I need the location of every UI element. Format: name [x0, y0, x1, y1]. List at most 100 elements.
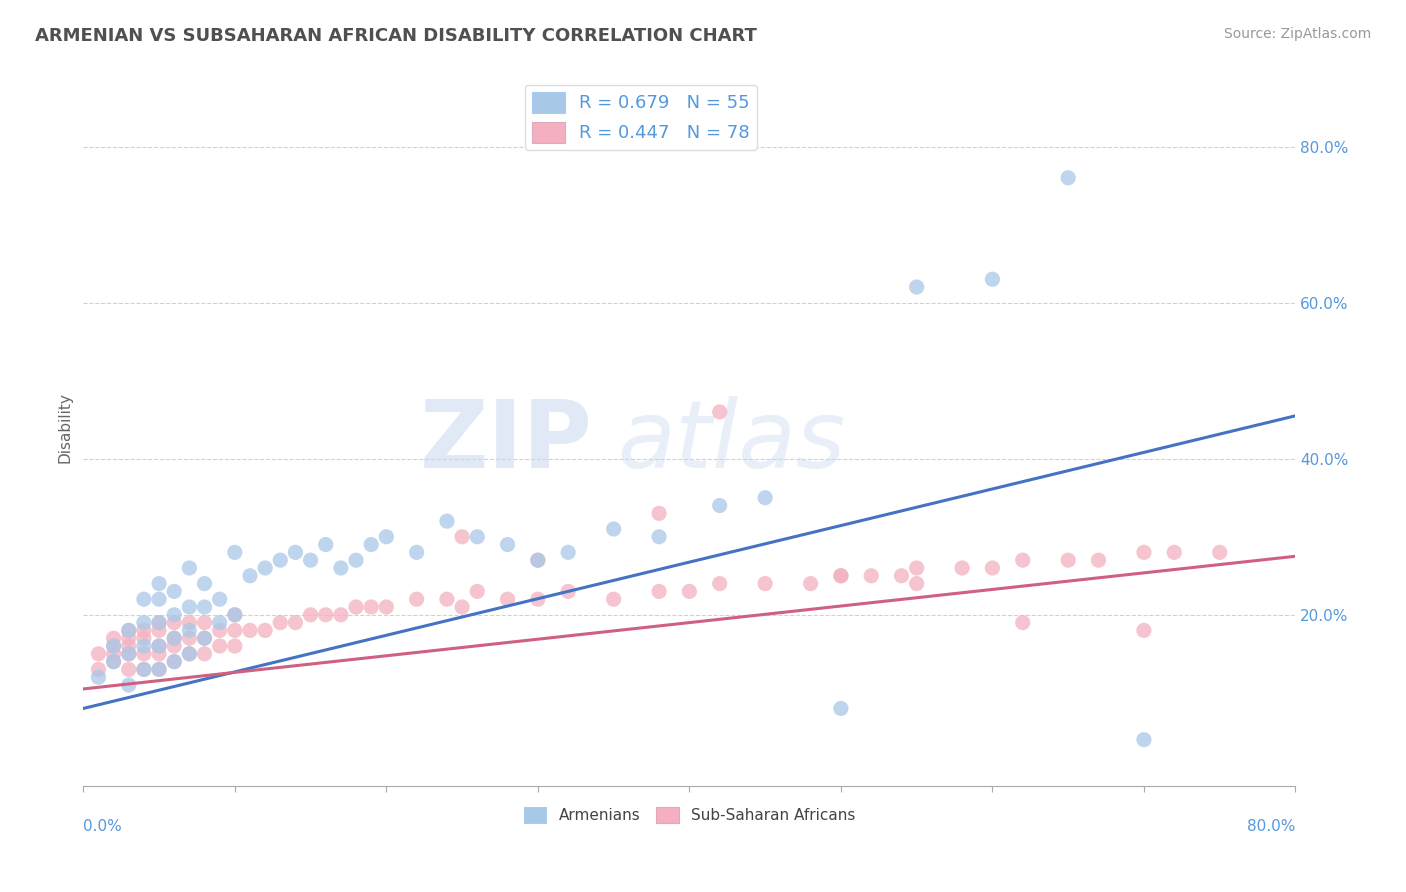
Point — [148, 639, 170, 653]
Text: atlas: atlas — [617, 396, 845, 487]
Legend: Armenians, Sub-Saharan Africans: Armenians, Sub-Saharan Africans — [517, 801, 862, 829]
Point — [208, 615, 231, 630]
Point — [103, 631, 125, 645]
Point — [103, 639, 125, 653]
Point — [132, 631, 155, 645]
Text: ARMENIAN VS SUBSAHARAN AFRICAN DISABILITY CORRELATION CHART: ARMENIAN VS SUBSAHARAN AFRICAN DISABILIT… — [35, 27, 756, 45]
Point — [329, 561, 352, 575]
Point — [496, 592, 519, 607]
Point — [179, 631, 201, 645]
Point — [754, 491, 776, 505]
Y-axis label: Disability: Disability — [58, 392, 72, 463]
Point — [193, 599, 215, 614]
Point — [193, 647, 215, 661]
Point — [118, 631, 141, 645]
Point — [239, 568, 262, 582]
Point — [360, 599, 382, 614]
Point — [465, 584, 488, 599]
Point — [905, 576, 928, 591]
Point — [148, 662, 170, 676]
Point — [329, 607, 352, 622]
Point — [315, 607, 337, 622]
Point — [179, 615, 201, 630]
Point — [103, 655, 125, 669]
Point — [269, 553, 291, 567]
Point — [132, 647, 155, 661]
Point — [118, 662, 141, 676]
Point — [193, 615, 215, 630]
Point — [830, 568, 852, 582]
Point — [905, 561, 928, 575]
Point — [148, 639, 170, 653]
Point — [754, 576, 776, 591]
Point — [132, 615, 155, 630]
Point — [163, 639, 186, 653]
Point — [87, 662, 110, 676]
Point — [602, 522, 624, 536]
Point — [1133, 545, 1156, 559]
Point — [344, 599, 367, 614]
Point — [451, 599, 474, 614]
Point — [299, 553, 322, 567]
Point — [132, 639, 155, 653]
Point — [239, 624, 262, 638]
Point — [148, 615, 170, 630]
Point — [179, 647, 201, 661]
Point — [709, 576, 731, 591]
Point — [344, 553, 367, 567]
Point — [148, 615, 170, 630]
Point — [890, 568, 912, 582]
Point — [451, 530, 474, 544]
Point — [224, 639, 246, 653]
Point — [315, 538, 337, 552]
Point — [1208, 545, 1230, 559]
Point — [709, 405, 731, 419]
Point — [1011, 615, 1033, 630]
Point — [1057, 170, 1080, 185]
Point — [284, 615, 307, 630]
Point — [1087, 553, 1109, 567]
Point — [905, 280, 928, 294]
Point — [602, 592, 624, 607]
Point — [405, 592, 427, 607]
Point — [269, 615, 291, 630]
Point — [163, 655, 186, 669]
Point — [208, 624, 231, 638]
Point — [830, 568, 852, 582]
Point — [103, 647, 125, 661]
Point — [1133, 624, 1156, 638]
Point — [224, 545, 246, 559]
Point — [299, 607, 322, 622]
Point — [179, 561, 201, 575]
Point — [148, 662, 170, 676]
Point — [1057, 553, 1080, 567]
Point — [179, 599, 201, 614]
Point — [436, 514, 458, 528]
Point — [284, 545, 307, 559]
Point — [193, 576, 215, 591]
Point — [163, 631, 186, 645]
Point — [648, 584, 671, 599]
Point — [1011, 553, 1033, 567]
Point — [148, 592, 170, 607]
Point — [148, 624, 170, 638]
Point — [148, 647, 170, 661]
Point — [118, 647, 141, 661]
Point — [148, 576, 170, 591]
Point — [87, 647, 110, 661]
Point — [950, 561, 973, 575]
Point — [981, 272, 1004, 286]
Point — [103, 655, 125, 669]
Point — [860, 568, 883, 582]
Point — [118, 639, 141, 653]
Text: Source: ZipAtlas.com: Source: ZipAtlas.com — [1223, 27, 1371, 41]
Point — [118, 624, 141, 638]
Point — [163, 631, 186, 645]
Point — [375, 599, 398, 614]
Point — [465, 530, 488, 544]
Point — [132, 592, 155, 607]
Point — [981, 561, 1004, 575]
Text: 0.0%: 0.0% — [83, 819, 122, 834]
Point — [224, 607, 246, 622]
Point — [405, 545, 427, 559]
